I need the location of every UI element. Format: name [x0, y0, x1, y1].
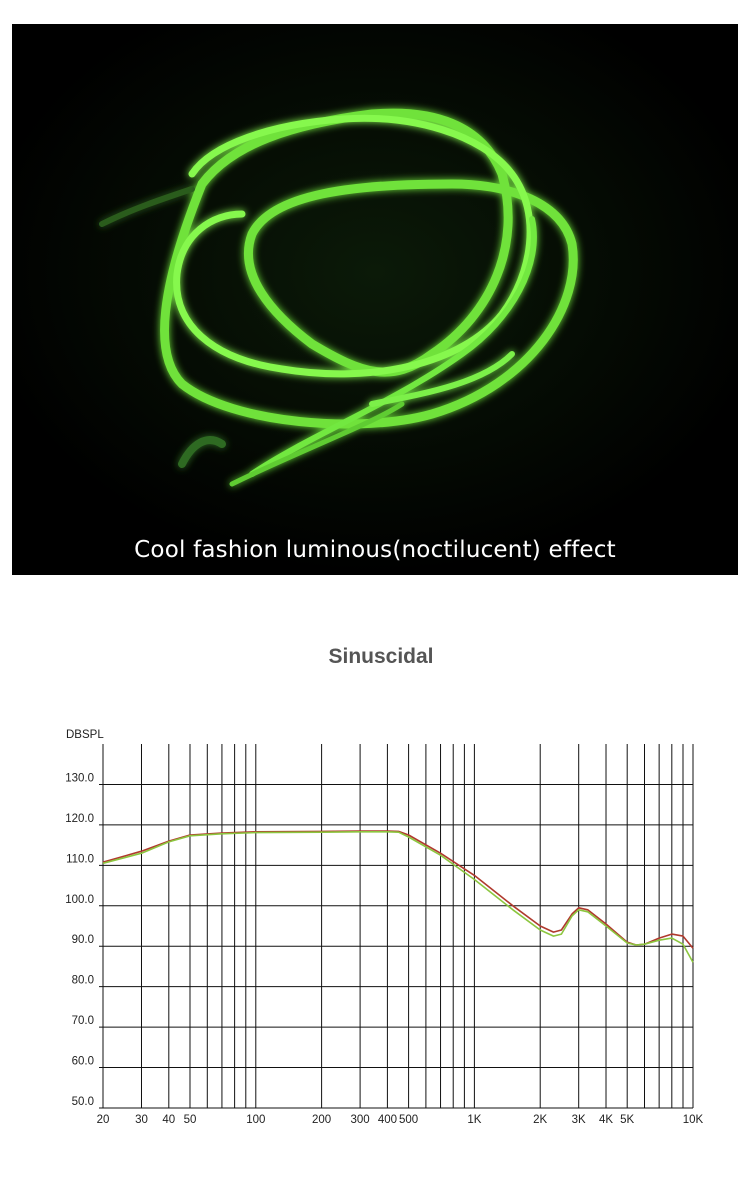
- glowing-cable-illustration: [12, 24, 738, 575]
- frequency-response-chart: DBSPL 50.0 60.0 70.0 80.0 90.0 100.0 110.0 120.…: [65, 729, 704, 1126]
- photo-caption: Cool fashion luminous(noctilucent) effec…: [134, 537, 616, 563]
- y-tick-label: 130.0: [65, 772, 94, 784]
- y-tick-label: 110.0: [66, 853, 94, 865]
- y-tick-label: 60.0: [72, 1056, 94, 1068]
- y-tick-label: 80.0: [72, 975, 94, 987]
- x-tick-label: 1K: [467, 1114, 481, 1126]
- x-tick-label: 5K: [620, 1114, 634, 1126]
- x-tick-label: 20: [97, 1114, 110, 1126]
- chart-series: [102, 830, 694, 963]
- y-axis-label: DBSPL: [66, 729, 104, 741]
- chart-title: Sinuscidal: [328, 645, 434, 668]
- series-line-1: [102, 830, 694, 949]
- x-tick-label: 500: [399, 1114, 418, 1126]
- x-tick-label: 50: [184, 1114, 197, 1126]
- x-tick-label: 30: [135, 1114, 148, 1126]
- cable-loops: [99, 108, 578, 487]
- product-photo: Cool fashion luminous(noctilucent) effec…: [12, 24, 738, 575]
- y-tick-labels: 50.0 60.0 70.0 80.0 90.0 100.0 110.0 120.0 130.0: [65, 772, 94, 1108]
- y-tick-label: 50.0: [72, 1096, 94, 1108]
- x-tick-label: 3K: [572, 1114, 586, 1126]
- chart-grid: [99, 744, 694, 1109]
- x-tick-label: 100: [246, 1114, 265, 1126]
- y-tick-label: 100.0: [65, 894, 94, 906]
- x-tick-label: 400: [378, 1114, 397, 1126]
- y-tick-label: 120.0: [65, 813, 94, 825]
- x-tick-label: 40: [162, 1114, 175, 1126]
- x-tick-label: 300: [351, 1114, 370, 1126]
- y-tick-label: 70.0: [72, 1015, 94, 1027]
- x-tick-label: 4K: [599, 1114, 613, 1126]
- series-line-2: [102, 831, 694, 963]
- x-tick-label: 10K: [683, 1114, 704, 1126]
- x-tick-label: 200: [312, 1114, 331, 1126]
- x-tick-label: 2K: [533, 1114, 547, 1126]
- y-tick-label: 90.0: [72, 934, 94, 946]
- x-tick-labels: 20 30 40 50 100 200 300 400 500 1K 2K 3K 4K 5K 10K: [97, 1114, 704, 1126]
